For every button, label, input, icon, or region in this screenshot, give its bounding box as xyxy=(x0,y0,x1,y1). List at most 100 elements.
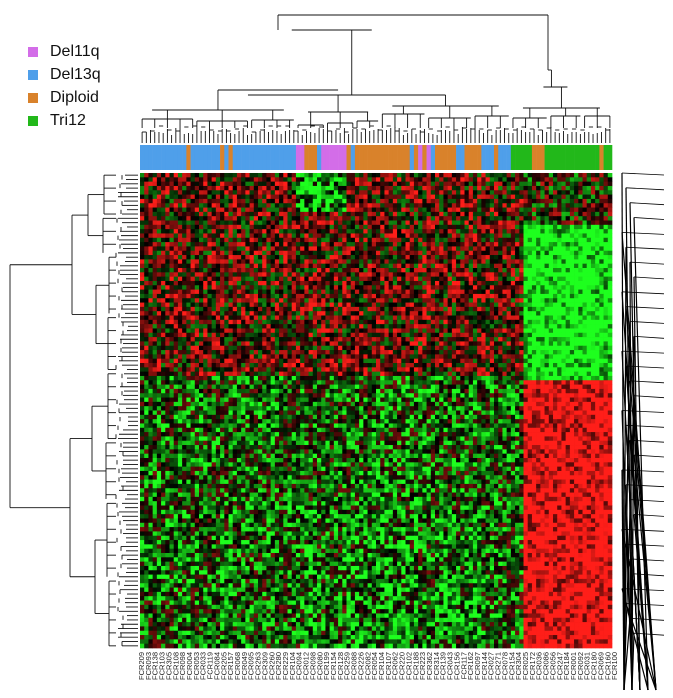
heatmap-cell xyxy=(435,264,440,269)
heatmap-cell xyxy=(199,294,204,299)
heatmap-cell xyxy=(439,285,444,290)
heatmap-cell xyxy=(515,233,520,238)
heatmap-cell xyxy=(604,186,609,191)
heatmap-cell xyxy=(153,272,158,277)
heatmap-cell xyxy=(435,221,440,226)
heatmap-cell xyxy=(566,294,571,299)
heatmap-cell xyxy=(262,182,267,187)
heatmap-cell xyxy=(540,216,545,221)
heatmap-cell xyxy=(309,320,314,325)
heatmap-cell xyxy=(283,328,288,333)
heatmap-cell xyxy=(224,221,229,226)
heatmap-cell xyxy=(460,190,465,195)
heatmap-cell xyxy=(490,246,495,251)
heatmap-cell xyxy=(494,294,499,299)
heatmap-cell xyxy=(490,324,495,329)
heatmap-cell xyxy=(397,324,402,329)
heatmap-cell xyxy=(334,311,339,316)
heatmap-cell xyxy=(486,337,491,342)
heatmap-cell xyxy=(161,216,166,221)
heatmap-cell xyxy=(258,255,263,260)
heatmap-cell xyxy=(178,238,183,243)
heatmap-cell xyxy=(186,285,191,290)
heatmap-cell xyxy=(321,307,326,312)
heatmap-cell xyxy=(283,294,288,299)
heatmap-cell xyxy=(271,199,276,204)
heatmap-cell xyxy=(304,307,309,312)
heatmap-cell xyxy=(595,272,600,277)
heatmap-cell xyxy=(422,221,427,226)
heatmap-cell xyxy=(195,290,200,295)
heatmap-cell xyxy=(439,238,444,243)
heatmap-cell xyxy=(178,177,183,182)
heatmap-cell xyxy=(561,307,566,312)
heatmap-cell xyxy=(490,328,495,333)
heatmap-cell xyxy=(456,182,461,187)
heatmap-cells xyxy=(140,173,612,648)
heatmap-cell xyxy=(490,337,495,342)
heatmap-cell xyxy=(220,195,225,200)
heatmap-cell xyxy=(498,246,503,251)
heatmap-cell xyxy=(591,294,596,299)
heatmap-cell xyxy=(186,311,191,316)
heatmap-cell xyxy=(178,294,183,299)
heatmap-cell xyxy=(254,199,259,204)
heatmap-cell xyxy=(250,216,255,221)
heatmap-cell xyxy=(566,190,571,195)
heatmap-cell xyxy=(271,216,276,221)
heatmap-cell xyxy=(174,182,179,187)
heatmap-cell xyxy=(140,255,145,260)
group-bar-cell xyxy=(178,145,183,170)
heatmap-cell xyxy=(524,229,529,234)
heatmap-cell xyxy=(292,255,297,260)
heatmap-cell xyxy=(384,233,389,238)
heatmap-cell xyxy=(524,225,529,230)
heatmap-cell xyxy=(191,333,196,338)
heatmap-cell xyxy=(363,316,368,321)
heatmap-cell xyxy=(570,233,575,238)
heatmap-cell xyxy=(241,186,246,191)
heatmap-cell xyxy=(486,259,491,264)
heatmap-cell xyxy=(439,242,444,247)
heatmap-cell xyxy=(250,285,255,290)
heatmap-cell xyxy=(372,290,377,295)
heatmap-cell xyxy=(224,259,229,264)
heatmap-cell xyxy=(229,238,234,243)
heatmap-cell xyxy=(460,233,465,238)
heatmap-cell xyxy=(515,208,520,213)
heatmap-cell xyxy=(460,328,465,333)
heatmap-cell xyxy=(549,190,554,195)
heatmap-cell xyxy=(207,259,212,264)
heatmap-cell xyxy=(566,333,571,338)
heatmap-cell xyxy=(283,298,288,303)
heatmap-cell xyxy=(262,251,267,256)
heatmap-cell xyxy=(401,251,406,256)
heatmap-cell xyxy=(347,251,352,256)
group-bar-cell xyxy=(519,145,524,170)
heatmap-cell xyxy=(460,294,465,299)
heatmap-cell xyxy=(380,216,385,221)
group-bar-cell xyxy=(317,145,322,170)
heatmap-cell xyxy=(477,173,482,178)
heatmap-cell xyxy=(456,255,461,260)
heatmap-cell xyxy=(178,307,183,312)
heatmap-cell xyxy=(191,238,196,243)
heatmap-cell xyxy=(456,233,461,238)
heatmap-cell xyxy=(452,303,457,308)
heatmap-cell xyxy=(262,255,267,260)
heatmap-cell xyxy=(161,307,166,312)
heatmap-cell xyxy=(342,190,347,195)
heatmap-cell xyxy=(498,190,503,195)
heatmap-cell xyxy=(363,298,368,303)
heatmap-cell xyxy=(153,298,158,303)
heatmap-cell xyxy=(583,233,588,238)
heatmap-cell xyxy=(359,203,364,208)
heatmap-cell xyxy=(557,316,562,321)
heatmap-cell xyxy=(330,290,335,295)
heatmap-cell xyxy=(570,268,575,273)
heatmap-cell xyxy=(342,221,347,226)
heatmap-cell xyxy=(351,303,356,308)
heatmap-cell xyxy=(271,229,276,234)
heatmap-cell xyxy=(161,242,166,247)
